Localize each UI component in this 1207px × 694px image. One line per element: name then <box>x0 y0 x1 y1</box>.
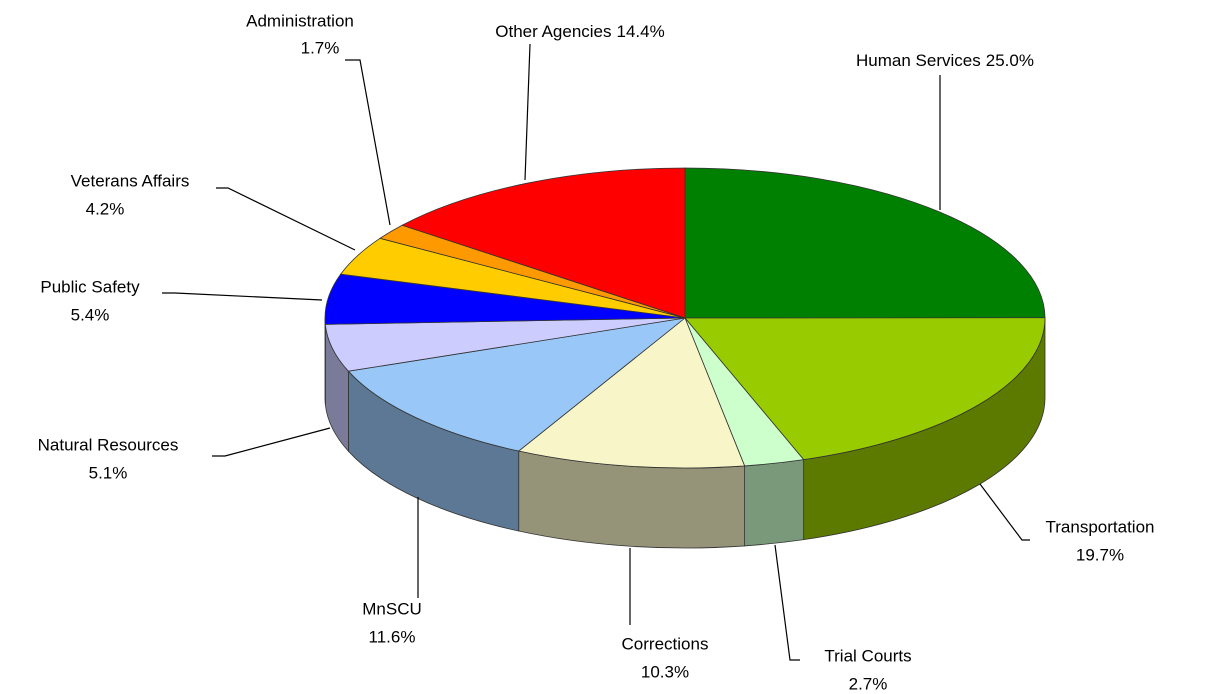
category-name: Natural Resources <box>38 435 179 454</box>
leader-line <box>345 59 391 226</box>
value-label: 5.1% <box>89 463 128 482</box>
leader-line <box>979 483 1030 541</box>
category-name: Public Safety <box>40 277 140 296</box>
leader-line <box>216 187 356 251</box>
value-label: 10.3% <box>641 662 689 681</box>
leader-line <box>524 43 531 181</box>
leader-line <box>774 544 800 661</box>
slice-label: Other Agencies 14.4% <box>495 22 664 41</box>
value-label: 2.7% <box>849 674 888 693</box>
category-name: MnSCU <box>362 599 422 618</box>
pie-slice <box>401 167 686 319</box>
value-label: 19.7% <box>1076 545 1124 564</box>
category-name: Human Services <box>856 51 981 70</box>
value-label: 5.4% <box>71 305 110 324</box>
category-name: Administration <box>246 11 354 30</box>
category-name: Corrections <box>622 634 709 653</box>
category-name: Trial Courts <box>824 646 911 665</box>
pie-slice <box>347 317 687 452</box>
value-label: 14.4% <box>617 22 665 41</box>
leader-line <box>212 427 331 457</box>
leader-line <box>162 292 323 301</box>
pie-slice <box>517 317 746 469</box>
slice-label: Human Services 25.0% <box>856 51 1034 70</box>
value-label: 4.2% <box>86 199 125 218</box>
category-name: Other Agencies <box>495 22 611 41</box>
pie-side <box>744 459 805 547</box>
value-label: 25.0% <box>986 51 1034 70</box>
category-name: Transportation <box>1046 517 1155 536</box>
value-label: 1.7% <box>301 38 340 57</box>
pie-slice <box>684 167 1046 319</box>
value-label: 11.6% <box>369 627 416 646</box>
pie-slice <box>684 317 1046 461</box>
category-name: Veterans Affairs <box>71 171 190 190</box>
